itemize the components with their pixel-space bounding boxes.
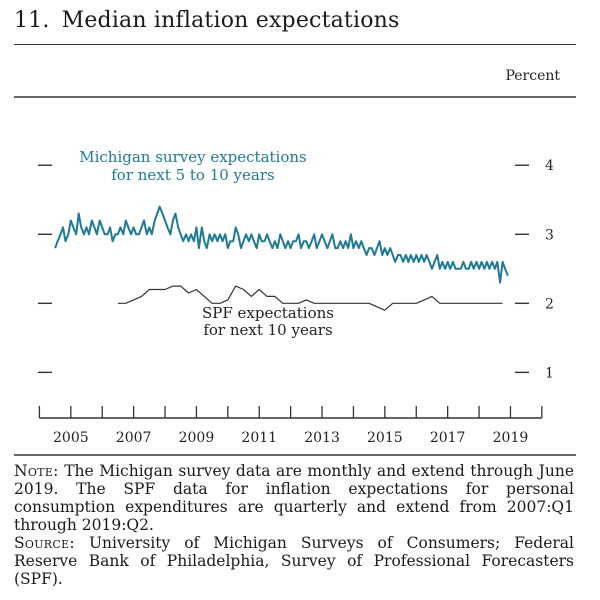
x-tick-label: 2005 — [53, 430, 89, 446]
source-label: Source: — [14, 534, 75, 552]
y-tick-label: 3 — [545, 227, 554, 243]
x-tick-label: 2009 — [179, 430, 215, 446]
x-tick-label: 2007 — [116, 430, 152, 446]
y-tick-label: 1 — [545, 365, 554, 381]
source-text: University of Michigan Surveys of Consum… — [14, 534, 574, 588]
michigan-series-label-line2: for next 5 to 10 years — [111, 166, 274, 184]
title-rule — [14, 44, 576, 45]
figure-notes: Note: The Michigan survey data are month… — [14, 462, 574, 588]
spf-series-label-line1: SPF expectations — [202, 304, 334, 322]
x-tick-label: 2011 — [241, 430, 277, 446]
note-paragraph: Note: The Michigan survey data are month… — [14, 462, 574, 534]
note-text: The Michigan survey data are monthly and… — [14, 462, 574, 534]
figure-number: 11. — [14, 8, 50, 33]
chart-area: Percent 1 2 3 4 2005 2007 2009 2011 2013 2015 2017 2… — [14, 68, 576, 456]
x-tick-label: 2015 — [367, 430, 403, 446]
x-tick-label: 2017 — [430, 430, 466, 446]
michigan-series-label-line1: Michigan survey expectations — [79, 148, 307, 166]
note-label: Note: — [14, 462, 59, 480]
michigan-series-line — [54, 205, 509, 284]
x-tick-label: 2013 — [304, 430, 340, 446]
y-tick-label: 2 — [545, 296, 554, 312]
spf-series-line — [117, 285, 503, 311]
y-unit-label: Percent — [505, 68, 560, 84]
figure-title-text: Median inflation expectations — [61, 8, 400, 33]
figure-title: 11. Median inflation expectations — [14, 8, 400, 33]
x-tick-label: 2019 — [493, 430, 529, 446]
y-tick-label: 4 — [545, 158, 554, 174]
spf-series-label-line2: for next 10 years — [203, 321, 332, 339]
source-paragraph: Source: University of Michigan Surveys o… — [14, 534, 574, 588]
